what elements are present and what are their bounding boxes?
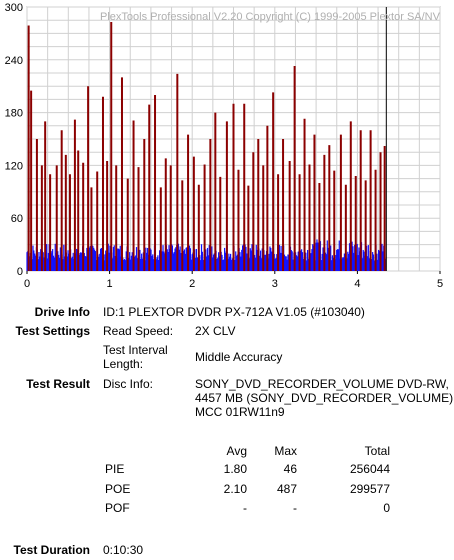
col-header-avg: Avg: [226, 444, 247, 458]
read-speed-label: Read Speed:: [103, 324, 174, 338]
disc-info-line2: 4457 MB (SONY_DVD_RECORDER_VOLUME): [195, 391, 454, 405]
x-tick-label: 2: [189, 278, 195, 290]
col-header-max: Max: [274, 444, 297, 458]
interval-label-line2: Length:: [103, 357, 144, 371]
interval-label-line1: Test Interval: [103, 343, 168, 357]
read-speed-value: 2X CLV: [195, 324, 236, 338]
disc-info-line3: MCC 01RW11n9: [195, 405, 285, 419]
scan-chart: PlexTools Professional V2.20 Copyright (…: [5, 2, 443, 290]
y-tick-label: 60: [11, 213, 23, 225]
row-pie-max: 46: [283, 462, 297, 476]
drive-info-label: Drive Info: [34, 305, 90, 319]
row-pof-max: -: [293, 501, 297, 515]
y-tick-label: 120: [5, 160, 23, 172]
x-tick-label: 4: [354, 278, 360, 290]
disc-info-label: Disc Info:: [103, 377, 154, 391]
row-pie-name: PIE: [105, 462, 125, 476]
interval-value: Middle Accuracy: [195, 350, 283, 364]
drive-info-value: ID:1 PLEXTOR DVDR PX-712A V1.05 (#103040…: [103, 305, 365, 319]
y-tick-label: 0: [17, 266, 23, 278]
test-duration-value: 0:10:30: [103, 543, 144, 557]
x-tick-label: 1: [107, 278, 113, 290]
test-duration-label: Test Duration: [13, 543, 90, 557]
row-pof-avg: -: [243, 501, 247, 515]
col-header-total: Total: [364, 444, 390, 458]
row-poe-avg: 2.10: [223, 482, 247, 496]
chart-title: PlexTools Professional V2.20 Copyright (…: [100, 11, 441, 23]
row-pie-total: 256044: [349, 462, 390, 476]
y-tick-label: 180: [5, 108, 23, 120]
y-tick-label: 240: [5, 55, 23, 67]
row-pof-name: POF: [105, 501, 130, 515]
x-tick-label: 3: [272, 278, 278, 290]
row-poe-name: POE: [105, 482, 131, 496]
x-tick-label: 0: [24, 278, 30, 290]
row-pie-avg: 1.80: [223, 462, 247, 476]
test-result-label: Test Result: [26, 377, 90, 391]
row-poe-max: 487: [276, 482, 297, 496]
y-tick-label: 300: [5, 2, 23, 14]
x-tick-label: 5: [437, 278, 443, 290]
row-pof-total: 0: [383, 501, 390, 515]
test-settings-label: Test Settings: [15, 324, 90, 338]
disc-info-line1: SONY_DVD_RECORDER_VOLUME DVD-RW,: [195, 377, 449, 391]
row-poe-total: 299577: [349, 482, 390, 496]
